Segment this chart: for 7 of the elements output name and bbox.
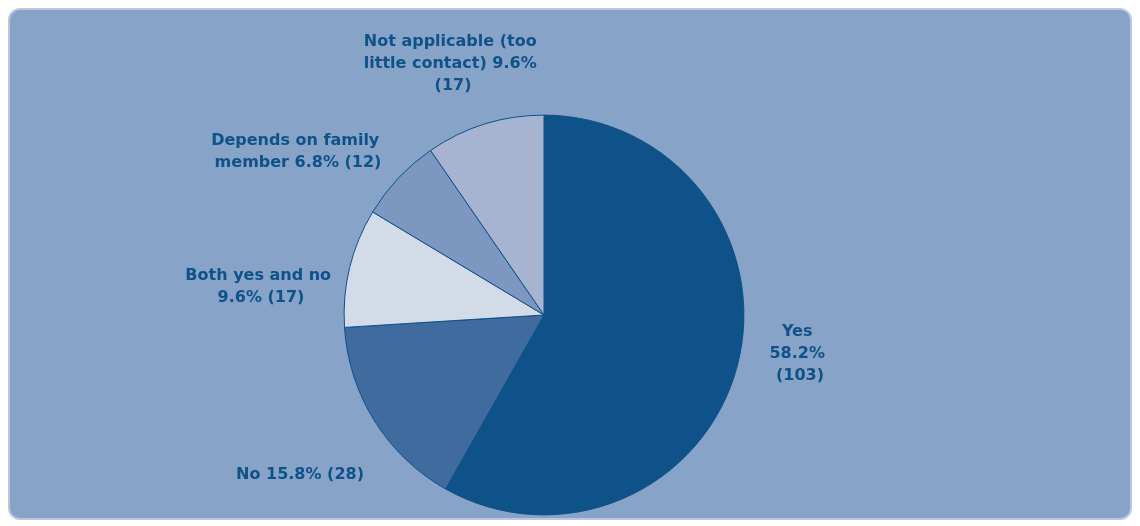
slice-label: Yes xyxy=(780,320,819,340)
slice-label: Not applicable (too little contact) 9.6% (17) xyxy=(363,30,543,94)
slice-label: Both yes and no xyxy=(185,264,337,284)
data-label: 9.6% (17) xyxy=(217,286,305,306)
slice-label: Depends on family member 6.8% (12) xyxy=(211,129,385,171)
data-label: 58.2% (103) xyxy=(769,342,831,384)
slice-label: No 15.8% (28) xyxy=(236,463,364,483)
